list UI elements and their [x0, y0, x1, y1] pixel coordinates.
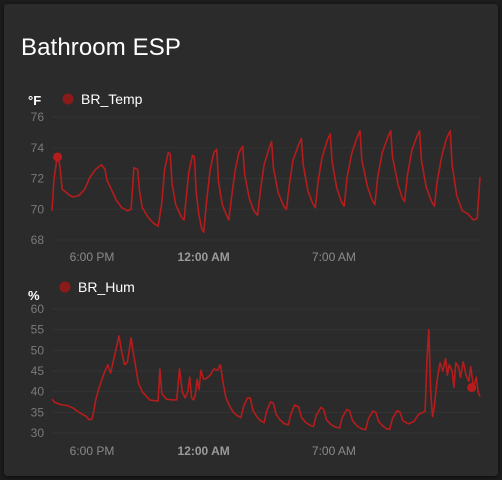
temperature-x-axis: 6:00 PM 12:00 AM 7:00 AM [70, 250, 356, 264]
temperature-y-tick-label: 72 [31, 172, 45, 186]
temperature-point-marker[interactable] [53, 152, 63, 162]
humidity-y-tick-label: 45 [31, 364, 45, 378]
temperature-y-tick-label: 74 [31, 141, 45, 155]
temperature-legend[interactable]: BR_Temp [62, 91, 143, 107]
humidity-y-tick-label: 50 [31, 343, 45, 357]
temperature-series-line[interactable] [51, 130, 481, 234]
humidity-unit-label: % [28, 288, 40, 303]
temperature-x-tick-label: 7:00 AM [312, 250, 356, 264]
temperature-legend-label: BR_Temp [81, 91, 143, 107]
humidity-y-tick-label: 40 [31, 385, 45, 399]
humidity-x-tick-label: 6:00 PM [70, 444, 115, 458]
humidity-y-tick-label: 55 [31, 323, 45, 337]
humidity-chart[interactable]: % BR_Hum 60 55 50 45 40 35 30 6:00 PM 12:00 AM 7… [4, 276, 498, 476]
humidity-x-tick-label: 7:00 AM [312, 444, 356, 458]
humidity-legend-swatch [59, 281, 71, 293]
temperature-unit-label: °F [28, 93, 41, 108]
humidity-legend-label: BR_Hum [78, 279, 135, 295]
humidity-y-tick-label: 35 [31, 405, 45, 419]
humidity-y-tick-label: 30 [31, 426, 45, 440]
temperature-legend-swatch [62, 93, 74, 105]
humidity-grid [52, 308, 480, 434]
card-title: Bathroom ESP [21, 34, 181, 61]
humidity-series-line[interactable] [51, 328, 481, 431]
humidity-x-axis: 6:00 PM 12:00 AM 7:00 AM [70, 444, 356, 458]
humidity-y-tick-label: 60 [31, 302, 45, 316]
humidity-legend[interactable]: BR_Hum [59, 279, 135, 295]
humidity-point-marker[interactable] [467, 383, 477, 393]
temperature-x-tick-label: 12:00 AM [178, 250, 230, 264]
temperature-x-tick-label: 6:00 PM [70, 250, 115, 264]
temperature-y-tick-label: 76 [31, 110, 45, 124]
temperature-chart[interactable]: °F BR_Temp 76 74 72 70 68 6:00 PM 12:00 AM 7:0… [4, 84, 498, 284]
temperature-y-axis: 76 74 72 70 68 [31, 110, 45, 247]
temperature-grid [52, 116, 480, 241]
humidity-y-axis: 60 55 50 45 40 35 30 [31, 302, 45, 440]
temperature-y-tick-label: 70 [31, 202, 45, 216]
humidity-x-tick-label: 12:00 AM [178, 444, 230, 458]
temperature-y-tick-label: 68 [31, 233, 45, 247]
history-card: Bathroom ESP °F BR_Temp 76 74 72 70 68 6:00 … [4, 4, 498, 476]
